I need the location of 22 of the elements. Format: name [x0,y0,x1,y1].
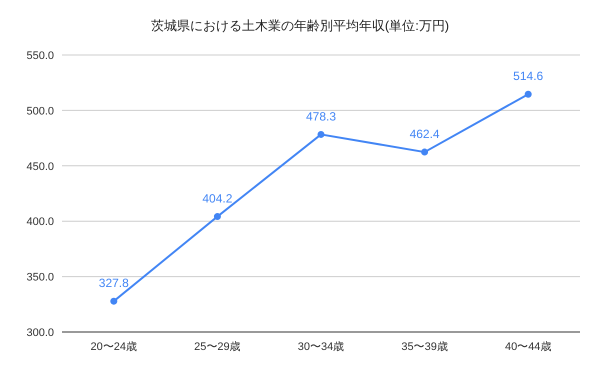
x-tick-label: 20〜24歳 [90,340,138,353]
point [318,130,324,138]
y-tick-label: 400.0 [26,216,54,228]
data-label: 514.6 [513,69,544,84]
y-tick-label: 500.0 [26,105,54,118]
y-tick-label: 350.0 [26,272,54,284]
x-tick-label: 35〜39歳 [401,340,448,353]
x-tick-label: 30〜34歳 [298,340,344,353]
point [214,213,221,220]
chart-title: 茨城県における土木業の年齢別平均年収(単位:万円) [150,18,450,33]
data-label: 404.2 [202,192,233,206]
y-tick-label: 300.0 [26,327,54,339]
point [524,90,532,98]
y-tick-label: 550.0 [26,50,54,62]
data-label: 462.4 [410,127,440,142]
y-tick-label: 450.0 [26,160,54,173]
data-label: 478.3 [306,109,336,124]
data-label: 327.8 [98,276,130,290]
point [421,148,428,156]
x-tick-label: 25〜29歳 [194,340,241,353]
point [110,298,118,305]
x-tick-label: 40〜44歳 [504,340,552,353]
